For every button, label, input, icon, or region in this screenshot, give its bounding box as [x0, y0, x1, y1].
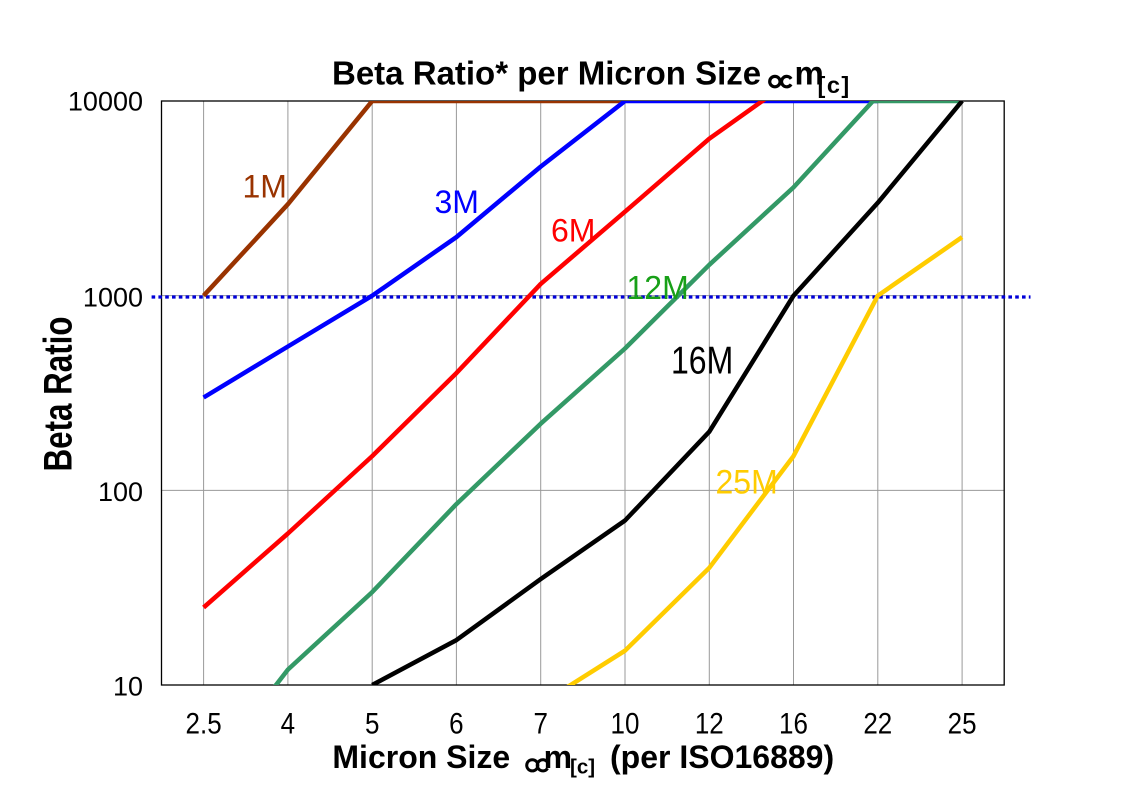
svg-text:(per ISO16889): (per ISO16889) [610, 739, 834, 775]
svg-text:25M: 25M [716, 463, 778, 501]
svg-text:5: 5 [365, 707, 379, 740]
svg-text:12: 12 [695, 707, 724, 740]
svg-text:7: 7 [533, 707, 547, 740]
svg-text:100: 100 [98, 477, 143, 507]
svg-text:16M: 16M [671, 339, 733, 383]
svg-text:10: 10 [113, 672, 143, 702]
svg-text:10000: 10000 [68, 87, 143, 117]
svg-text:6: 6 [449, 707, 463, 740]
svg-text:10: 10 [611, 707, 640, 740]
svg-text:[c]: [c] [570, 756, 595, 779]
svg-text:[c]: [c] [818, 72, 851, 98]
svg-text:16: 16 [779, 707, 808, 740]
svg-text:12M: 12M [627, 268, 689, 306]
svg-text:2.5: 2.5 [186, 707, 222, 740]
svg-text:3M: 3M [435, 184, 479, 220]
svg-text:Beta Ratio* per Micron Size: Beta Ratio* per Micron Size [332, 55, 761, 92]
svg-text:m: m [795, 55, 824, 92]
svg-text:Beta Ratio: Beta Ratio [37, 317, 81, 472]
svg-text:1M: 1M [243, 168, 287, 204]
svg-text:22: 22 [863, 707, 892, 740]
svg-text:6M: 6M [551, 212, 595, 248]
svg-text:Micron Size: Micron Size [332, 739, 510, 775]
svg-text:25: 25 [948, 707, 977, 740]
svg-text:4: 4 [281, 707, 295, 740]
svg-text:1000: 1000 [83, 283, 143, 313]
svg-text:m: m [544, 739, 572, 775]
